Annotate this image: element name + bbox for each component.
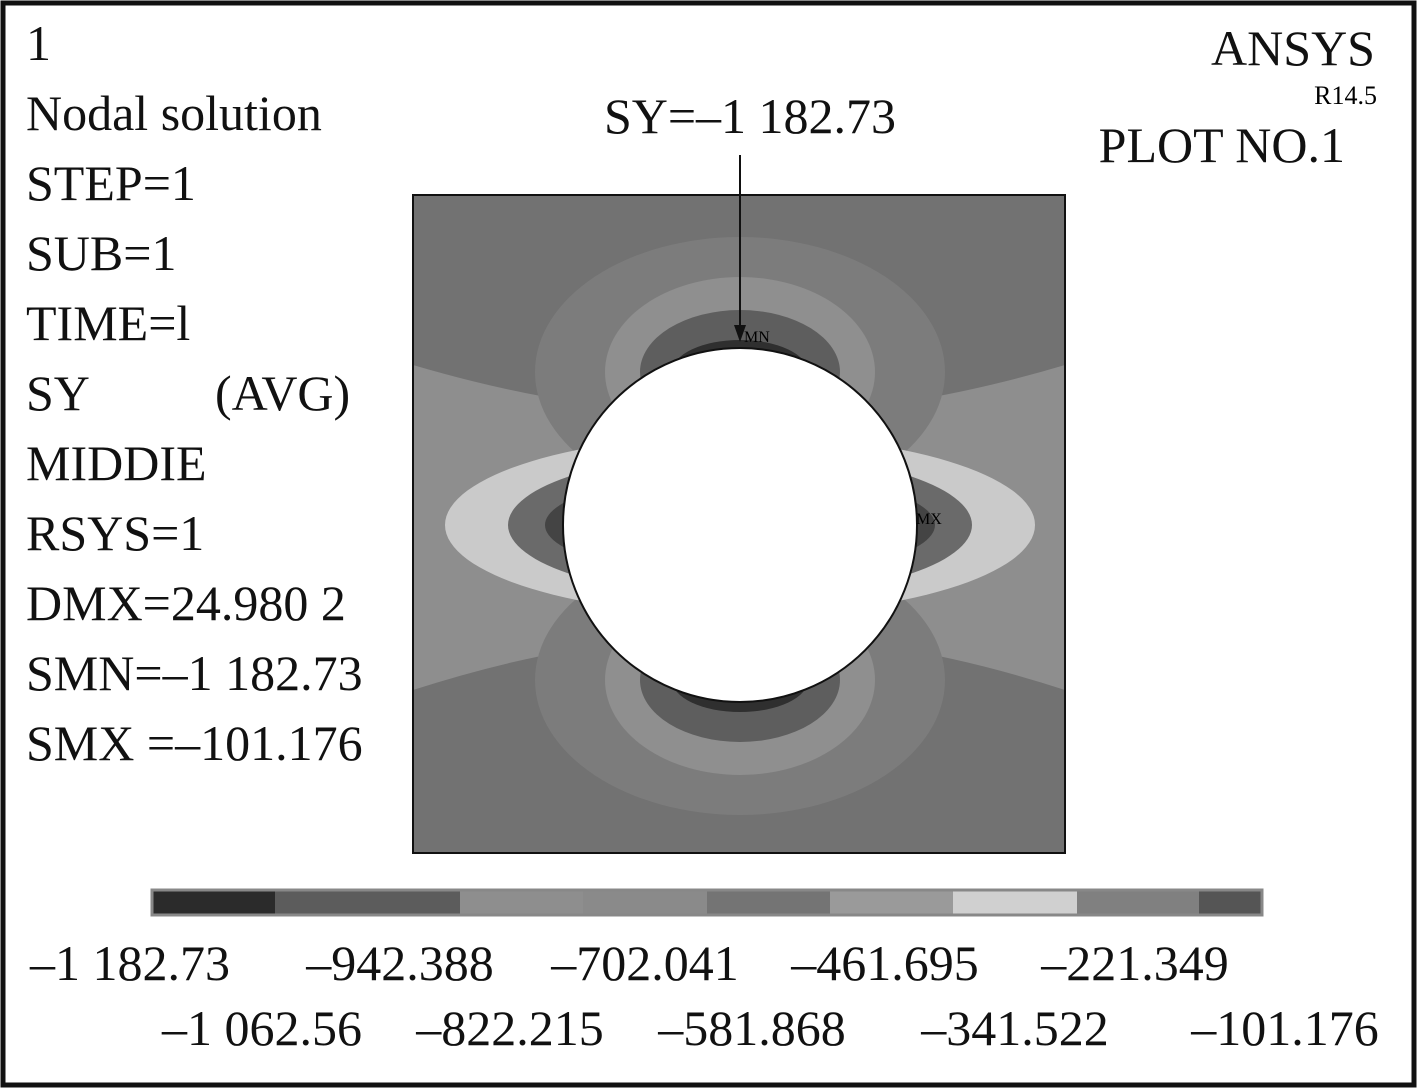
- info-line: STEP=1: [26, 155, 196, 211]
- info-line: SMX =–101.176: [26, 715, 363, 771]
- info-line: MIDDIE: [26, 435, 207, 491]
- min-marker: MN: [744, 329, 770, 346]
- info-line: RSYS=1: [26, 505, 204, 561]
- brand-version: R14.5: [1314, 81, 1377, 110]
- plot-number: PLOT NO.1: [1099, 117, 1345, 173]
- legend-label: –1 182.73: [29, 935, 230, 991]
- brand-name: ANSYS: [1211, 20, 1375, 76]
- info-line: DMX=24.980 2: [26, 575, 346, 631]
- info-line: SUB=1: [26, 225, 176, 281]
- legend-label: –702.041: [550, 935, 739, 991]
- contour-plot: [413, 195, 1065, 853]
- max-marker: MX: [916, 511, 942, 528]
- legend-labels: –1 182.73 –1 062.56 –942.388 –822.215 –702.0…: [29, 935, 1379, 1056]
- avg-label: (AVG): [215, 365, 350, 421]
- info-line: Nodal solution: [26, 85, 322, 141]
- legend-label: –581.868: [657, 1000, 846, 1056]
- arrow-head: [734, 325, 746, 342]
- legend-label: –1 062.56: [161, 1000, 362, 1056]
- legend-label: –942.388: [305, 935, 494, 991]
- info-block: 1 (AVG) SY Nodal solution STEP=1 SUB=1 TIME…: [26, 15, 363, 771]
- legend-label: –341.522: [920, 1000, 1109, 1056]
- info-line: TIME=l: [26, 295, 190, 351]
- item-label: SY: [26, 365, 90, 421]
- legend-label: –221.349: [1040, 935, 1229, 991]
- legend-label: –101.176: [1190, 1000, 1379, 1056]
- legend-bar: [150, 888, 1264, 917]
- window-number: 1: [26, 15, 51, 71]
- legend-label: –822.215: [415, 1000, 604, 1056]
- annotation: SY=–1 182.73: [604, 88, 896, 144]
- legend-label: –461.695: [790, 935, 979, 991]
- info-line: SMN=–1 182.73: [26, 645, 363, 701]
